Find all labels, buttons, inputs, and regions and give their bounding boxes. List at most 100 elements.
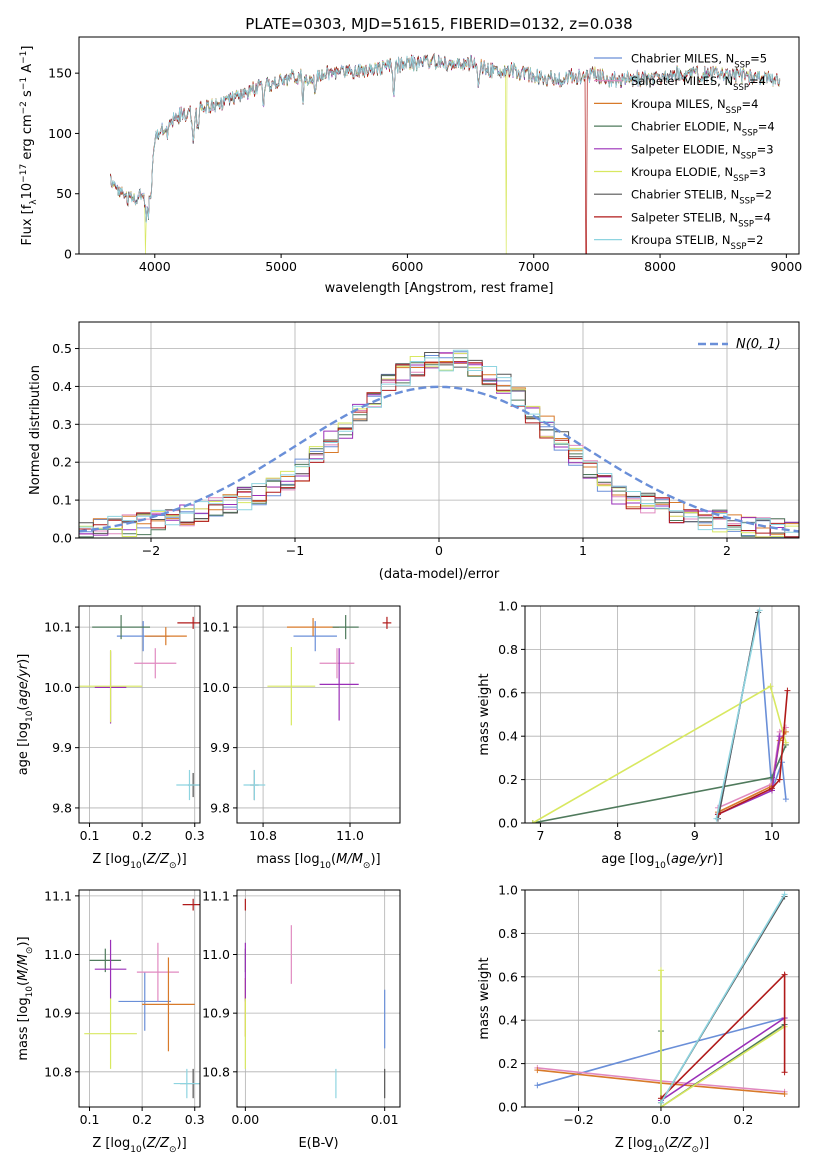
x-tick-label: 9000	[770, 259, 802, 274]
label-part: M/M	[336, 852, 363, 867]
x-tick-label: 7000	[518, 259, 550, 274]
histogram-kroupa-stelib	[79, 349, 799, 533]
legend-entry: Kroupa ELODIE, NSSP=3	[631, 165, 766, 184]
label-part: −2	[19, 101, 29, 114]
legend-entry: Kroupa MILES, NSSP=4	[631, 97, 758, 116]
y-tick-label: 0.0	[52, 531, 72, 546]
legend-sub: SSP	[741, 151, 757, 161]
legend-sub: SSP	[733, 83, 749, 93]
legend-name: Salpeter STELIB, N	[631, 210, 738, 224]
label-part: Z/Z	[668, 1136, 692, 1151]
y-tick-label: 0.4	[498, 729, 518, 744]
x-tick-label: 6000	[392, 259, 424, 274]
y-axis-label: Normed distribution	[28, 365, 43, 495]
legend-entry: Salpeter MILES, NSSP=4	[631, 74, 766, 93]
label-part: ⊙	[691, 1145, 699, 1155]
label-part: erg cm	[20, 114, 35, 163]
legend-sub: SSP	[733, 174, 749, 184]
x-axis-label: (data-model)/error	[379, 567, 500, 582]
weight-line-chabrier-elodie	[532, 744, 787, 823]
axes-frame	[524, 889, 800, 1108]
label-part: E(B-V)	[298, 1136, 338, 1151]
weight-line-kroupa-stelib	[660, 893, 786, 1104]
y-tick-label: 10.9	[202, 1006, 230, 1021]
x-tick-label: 8000	[644, 259, 676, 274]
legend-tail: =4	[758, 120, 775, 134]
panel-age_vs_mass: 10.8 11.0 9.8 9.9 10.0 10.1 mass [log10(M/M⊙)]	[202, 605, 401, 871]
y-tick-label: 10.9	[44, 1006, 72, 1021]
weight-line-kroupa-elodie	[660, 970, 786, 1107]
legend-entry: Chabrier MILES, NSSP=5	[631, 52, 767, 71]
y-tick-label: 9.8	[52, 800, 72, 815]
label-part: mass weight	[477, 673, 492, 755]
label-part: A	[20, 64, 35, 77]
x-tick-label: −0.2	[563, 1112, 593, 1127]
x-tick-label: 8	[614, 828, 622, 843]
legend-tail: =4	[741, 97, 758, 111]
x-axis-label: Z [log10(Z/Z⊙)]	[92, 852, 186, 871]
legend-tail: =2	[746, 233, 763, 247]
legend-tail: =3	[749, 165, 766, 179]
y-tick-label: 0.2	[498, 772, 518, 787]
legend-tail: =2	[755, 188, 772, 202]
weight-line-kroupa-stelib	[715, 610, 761, 819]
x-tick-label: 7	[536, 828, 544, 843]
y-tick-label: 10.1	[202, 620, 230, 635]
x-tick-label: 1	[579, 543, 587, 558]
y-axis-label: age [log10(age/yr)]	[16, 654, 35, 776]
label-part: 10	[320, 861, 332, 871]
panel-mass_vs_ebv: 0.00 0.01 10.8 10.9 11.0 11.1 E(B-V)	[202, 888, 401, 1151]
legend-entry: Salpeter ELODIE, NSSP=3	[631, 142, 774, 161]
plot-area	[243, 615, 392, 801]
panel-weight_vs_Z: −0.2 0.0 0.2 0.0 0.2 0.4 0.6 0.8 1.0 Z [log10(Z/Z…	[477, 883, 800, 1155]
y-tick-label: 9.9	[52, 740, 72, 755]
normal-reference-curve	[79, 385, 799, 533]
axes-frame	[78, 889, 201, 1108]
label-part: −1	[19, 77, 29, 90]
legend-sub: SSP	[738, 219, 754, 229]
legend-sub: SSP	[742, 129, 758, 139]
y-tick-label: 0.3	[52, 417, 72, 432]
panel-mass_vs_Z: 0.1 0.2 0.310.810.911.011.1Z [log10(Z/Z⊙)]…	[16, 888, 205, 1155]
legend-tail: =4	[749, 74, 766, 88]
y-tick-label: 10.8	[44, 1064, 72, 1079]
x-tick-label: 0.0	[651, 1112, 671, 1127]
y-tick-label: 10.1	[44, 620, 72, 635]
label-part: 10	[130, 861, 142, 871]
x-tick-label: 0	[435, 543, 443, 558]
x-tick-label: 0.3	[185, 828, 205, 843]
legend-tail: =5	[750, 52, 767, 66]
label-part: s	[20, 90, 35, 101]
y-tick-label: 0.1	[52, 493, 72, 508]
label-part: age [log	[16, 722, 31, 775]
label-part: Flux [f	[20, 204, 35, 245]
x-tick-label: −1	[286, 543, 304, 558]
y-tick-label: 11.0	[44, 947, 72, 962]
legend-tail: =4	[754, 210, 771, 224]
axes-frame	[78, 321, 800, 539]
y-tick-label: 9.8	[210, 800, 230, 815]
label-part: mass [log	[256, 852, 319, 867]
axes-frame	[524, 605, 800, 824]
axes-frame	[236, 889, 401, 1108]
y-tick-label: 1.0	[498, 599, 518, 614]
y-tick-label: 0	[64, 247, 72, 262]
legend-name: Salpeter ELODIE, N	[631, 142, 741, 156]
y-tick-label: 0.5	[52, 341, 72, 356]
label-part: 10	[20, 183, 35, 200]
axes-frame	[236, 605, 401, 824]
x-tick-label: 0.00	[231, 1112, 259, 1127]
y-tick-label: 10.8	[202, 1064, 230, 1079]
y-tick-label: 0.6	[498, 969, 518, 984]
weight-line-salpeter-stelib	[717, 690, 789, 816]
y-axis-label: Flux [fλ10−17 erg cm−2 s−1 A−1]	[19, 46, 39, 246]
y-axis-label: mass weight	[477, 957, 492, 1039]
panel-spectrum: 4000 5000 6000 7000 8000 9000 0 50 100 150 wavelen…	[19, 36, 802, 296]
legend-sub: SSP	[726, 106, 742, 116]
label-part: Z/Z	[146, 852, 170, 867]
plot-area	[534, 891, 788, 1107]
x-axis-label: E(B-V)	[298, 1136, 338, 1151]
plot-area	[84, 898, 200, 1099]
y-tick-label: 0.4	[52, 379, 72, 394]
